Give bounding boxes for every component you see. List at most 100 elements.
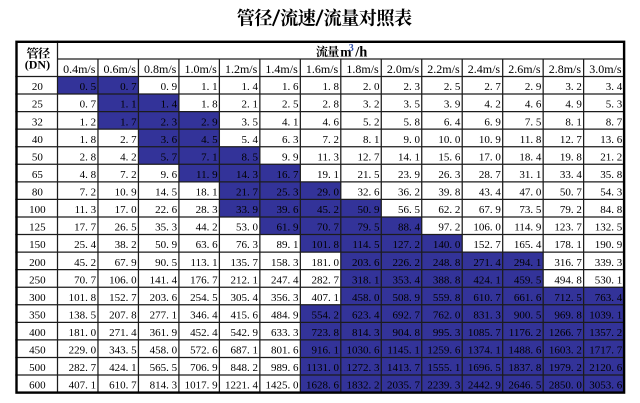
svg-text:8. 1: 8. 1 [363,134,380,146]
svg-text:21. 5: 21. 5 [357,169,380,181]
svg-text:17. 7: 17. 7 [74,222,97,234]
svg-text:415. 6: 415. 6 [231,309,259,321]
svg-text:10. 9: 10. 9 [115,187,138,199]
svg-text:138. 5: 138. 5 [69,309,97,321]
svg-text:79. 2: 79. 2 [560,204,582,216]
svg-text:1272. 3: 1272. 3 [346,362,380,374]
svg-text:m: m [340,44,352,59]
svg-text:572. 6: 572. 6 [190,345,218,357]
svg-text:50. 9: 50. 9 [357,204,380,216]
svg-text:53. 0: 53. 0 [236,222,259,234]
svg-text:3. 2: 3. 2 [565,81,582,93]
svg-text:17. 0: 17. 0 [479,151,502,163]
svg-text:762. 0: 762. 0 [433,309,461,321]
svg-text:4. 6: 4. 6 [525,99,542,111]
svg-text:277. 1: 277. 1 [150,309,178,321]
svg-text:21. 7: 21. 7 [236,187,259,199]
svg-text:6. 3: 6. 3 [282,134,299,146]
svg-text:1357. 2: 1357. 2 [589,327,622,339]
svg-text:484. 9: 484. 9 [271,309,299,321]
svg-text:152. 7: 152. 7 [109,292,137,304]
svg-text:114. 5: 114. 5 [352,239,380,251]
svg-text:9. 9: 9. 9 [282,151,299,163]
svg-text:1696. 5: 1696. 5 [468,362,502,374]
svg-text:712. 5: 712. 5 [554,292,582,304]
svg-text:801. 6: 801. 6 [271,345,299,357]
svg-text:123. 7: 123. 7 [554,222,582,234]
svg-text:3.0m/s: 3.0m/s [589,62,622,76]
svg-text:101. 8: 101. 8 [312,239,340,251]
svg-text:70. 7: 70. 7 [74,274,97,286]
svg-text:21. 2: 21. 2 [600,151,622,163]
svg-text:2. 5: 2. 5 [444,81,461,93]
svg-text:554. 2: 554. 2 [312,309,340,321]
svg-text:282. 7: 282. 7 [69,362,97,374]
svg-text:814. 3: 814. 3 [150,380,178,392]
svg-text:2. 7: 2. 7 [120,134,137,146]
svg-text:1. 1: 1. 1 [120,99,137,111]
svg-text:12. 7: 12. 7 [357,151,380,163]
svg-text:500: 500 [29,362,46,374]
svg-text:2.8m/s: 2.8m/s [549,62,582,76]
svg-text:6. 9: 6. 9 [484,116,501,128]
svg-text:2. 1: 2. 1 [242,99,259,111]
svg-text:0. 7: 0. 7 [120,81,137,93]
svg-text:35. 8: 35. 8 [600,169,623,181]
svg-text:106. 0: 106. 0 [109,274,137,286]
svg-text:1555. 1: 1555. 1 [427,362,460,374]
svg-text:4. 2: 4. 2 [120,151,137,163]
svg-text:661. 6: 661. 6 [514,292,542,304]
svg-text:692. 7: 692. 7 [392,309,420,321]
svg-text:226. 2: 226. 2 [392,257,420,269]
svg-text:1266. 7: 1266. 7 [549,327,583,339]
svg-text:508. 9: 508. 9 [392,292,420,304]
svg-text:31. 1: 31. 1 [519,169,541,181]
svg-text:1. 8: 1. 8 [323,81,340,93]
svg-text:848. 2: 848. 2 [231,362,259,374]
svg-text:343. 5: 343. 5 [109,345,137,357]
svg-text:127. 2: 127. 2 [392,239,420,251]
svg-text:11. 3: 11. 3 [317,151,339,163]
svg-text:14. 3: 14. 3 [236,169,259,181]
svg-text:23. 9: 23. 9 [398,169,421,181]
svg-text:50. 9: 50. 9 [155,239,178,251]
svg-text:0.4m/s: 0.4m/s [63,62,96,76]
svg-text:1176. 2: 1176. 2 [509,327,542,339]
svg-text:132. 5: 132. 5 [595,222,623,234]
svg-text:1.0m/s: 1.0m/s [184,62,217,76]
svg-text:63. 6: 63. 6 [196,239,219,251]
svg-text:4. 2: 4. 2 [484,99,501,111]
svg-text:33. 4: 33. 4 [560,169,583,181]
svg-text:633. 3: 633. 3 [271,327,299,339]
svg-text:32. 6: 32. 6 [357,187,380,199]
svg-text:33. 9: 33. 9 [236,204,259,216]
svg-text:2239. 3: 2239. 3 [427,380,461,392]
svg-text:831. 3: 831. 3 [473,309,501,321]
svg-text:400: 400 [29,327,46,339]
svg-text:26. 5: 26. 5 [115,222,138,234]
svg-text:29. 0: 29. 0 [317,187,340,199]
svg-text:1.6m/s: 1.6m/s [306,62,339,76]
svg-text:8. 5: 8. 5 [242,151,259,163]
svg-text:565. 5: 565. 5 [150,362,178,374]
svg-text:2035. 7: 2035. 7 [387,380,421,392]
svg-text:271. 4: 271. 4 [473,257,501,269]
svg-text:763. 4: 763. 4 [595,292,623,304]
svg-text:9. 0: 9. 0 [403,134,420,146]
svg-text:79. 5: 79. 5 [357,222,380,234]
svg-text:2120. 6: 2120. 6 [589,362,623,374]
svg-text:2.6m/s: 2.6m/s [508,62,541,76]
svg-text:4. 8: 4. 8 [80,169,97,181]
svg-text:452. 4: 452. 4 [190,327,218,339]
svg-text:150: 150 [29,239,46,251]
svg-text:45. 2: 45. 2 [317,204,339,216]
svg-text:494. 8: 494. 8 [554,274,582,286]
svg-text:723. 8: 723. 8 [312,327,340,339]
svg-text:158. 3: 158. 3 [271,257,299,269]
svg-text:2. 3: 2. 3 [403,81,420,93]
svg-text:271. 4: 271. 4 [109,327,137,339]
svg-text:1.8m/s: 1.8m/s [346,62,379,76]
svg-text:62. 2: 62. 2 [438,204,460,216]
svg-text:125: 125 [29,222,46,234]
svg-text:361. 9: 361. 9 [150,327,178,339]
